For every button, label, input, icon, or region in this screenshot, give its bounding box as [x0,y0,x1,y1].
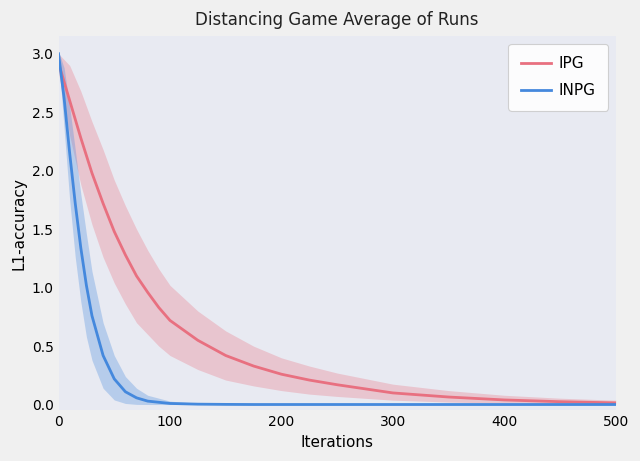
Line: IPG: IPG [58,63,616,403]
IPG [111,229,118,234]
IPG [445,394,452,400]
IPG [556,399,564,404]
INPG [83,283,90,288]
INPG [222,402,230,407]
INPG [333,402,341,407]
INPG [250,402,257,407]
IPG [155,305,163,310]
IPG [333,382,341,388]
IPG [166,318,174,323]
Legend: IPG, INPG: IPG, INPG [509,44,608,111]
INPG [612,402,620,407]
IPG [278,372,285,377]
INPG [500,402,508,407]
INPG [111,376,118,382]
INPG [88,313,96,319]
IPG [389,390,397,396]
Y-axis label: L1-accuracy: L1-accuracy [11,177,26,270]
IPG [66,98,74,103]
Line: INPG: INPG [58,54,616,404]
INPG [54,51,62,57]
Title: Distancing Game Average of Runs: Distancing Game Average of Runs [195,11,479,29]
INPG [122,389,129,395]
IPG [54,60,62,66]
INPG [66,150,74,156]
INPG [144,398,152,404]
IPG [99,201,107,206]
IPG [122,252,129,258]
IPG [222,353,230,358]
INPG [60,95,68,101]
INPG [194,402,202,407]
IPG [77,135,84,141]
IPG [305,377,313,383]
IPG [250,363,257,369]
IPG [144,290,152,295]
IPG [132,273,140,279]
X-axis label: Iterations: Iterations [301,435,374,450]
IPG [88,170,96,176]
INPG [77,245,84,251]
INPG [72,201,79,206]
IPG [612,400,620,406]
INPG [278,402,285,407]
IPG [500,397,508,403]
IPG [194,337,202,343]
INPG [132,395,140,401]
INPG [99,353,107,358]
INPG [166,401,174,406]
INPG [389,402,397,407]
